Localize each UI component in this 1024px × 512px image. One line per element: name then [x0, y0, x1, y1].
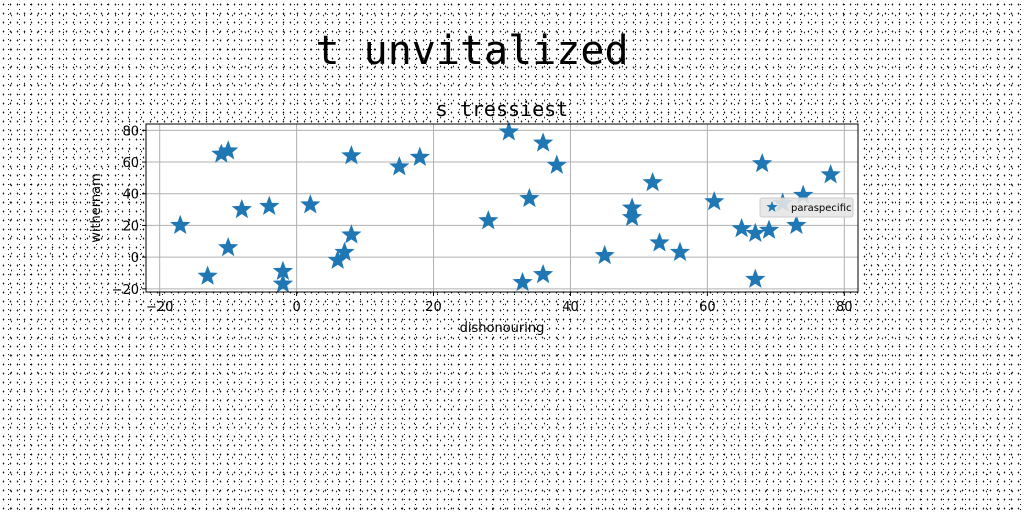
plot-area	[146, 124, 858, 292]
y-tick-label: 40	[122, 188, 139, 203]
data-point-star	[218, 140, 239, 160]
x-tick-label: −20	[146, 300, 173, 315]
chart-title: s tressiest	[436, 97, 568, 121]
data-point-star	[197, 265, 218, 285]
data-point-star	[704, 191, 725, 211]
data-point-star	[272, 273, 294, 293]
x-tick-label: 0	[292, 300, 300, 315]
data-point-star	[532, 263, 554, 284]
data-point-star	[546, 154, 567, 174]
data-point-star	[334, 241, 355, 262]
data-point-star	[341, 145, 362, 165]
x-axis-label: dishonouring	[460, 321, 545, 336]
data-point-star	[532, 132, 554, 152]
legend-box	[759, 197, 854, 218]
data-point-star	[498, 121, 519, 141]
data-point-star	[649, 232, 670, 252]
data-point-star	[594, 244, 615, 265]
y-tick-label: 60	[122, 156, 139, 171]
data-point-star	[512, 271, 533, 292]
data-point-star	[758, 219, 780, 239]
data-point-star	[519, 187, 540, 208]
y-tick-label: 80	[122, 124, 139, 139]
y-tick-label: 20	[122, 219, 139, 234]
y-tick-label: 0	[131, 251, 139, 266]
x-tick-label: 20	[425, 300, 442, 315]
data-point-star	[745, 268, 766, 288]
data-point-star	[642, 171, 663, 192]
legend-label: paraspecific	[791, 203, 852, 214]
data-points	[170, 121, 841, 293]
y-tick-label: −20	[112, 283, 139, 298]
data-point-star	[478, 210, 499, 230]
axis-ticks: −20 0 20 40 60 80 −20 0 20 40 60 80	[112, 124, 853, 315]
data-point-star	[752, 152, 773, 173]
data-point-star	[409, 146, 430, 166]
data-point-star	[218, 236, 239, 257]
x-tick-label: 40	[562, 300, 579, 315]
data-point-star	[300, 194, 321, 214]
legend-star-marker	[766, 201, 778, 212]
legend: paraspecific	[759, 197, 854, 218]
plot-frame	[145, 123, 859, 293]
data-point-star	[259, 195, 280, 216]
data-point-star	[731, 217, 752, 238]
data-point-star	[669, 241, 691, 262]
data-point-star	[745, 222, 766, 242]
data-point-star	[786, 214, 807, 235]
data-point-star	[341, 224, 362, 244]
data-point-star	[327, 249, 348, 269]
grid-lines	[146, 124, 858, 292]
data-point-star	[621, 206, 643, 227]
x-tick-label: 60	[699, 300, 716, 315]
data-point-star	[820, 164, 841, 184]
y-axis-label: withernam	[89, 173, 104, 243]
figure-suptitle: t unvitalized	[315, 28, 629, 74]
data-point-star	[389, 156, 410, 176]
x-tick-label: 80	[836, 300, 853, 315]
data-point-star	[231, 198, 252, 219]
data-point-star	[170, 214, 191, 235]
